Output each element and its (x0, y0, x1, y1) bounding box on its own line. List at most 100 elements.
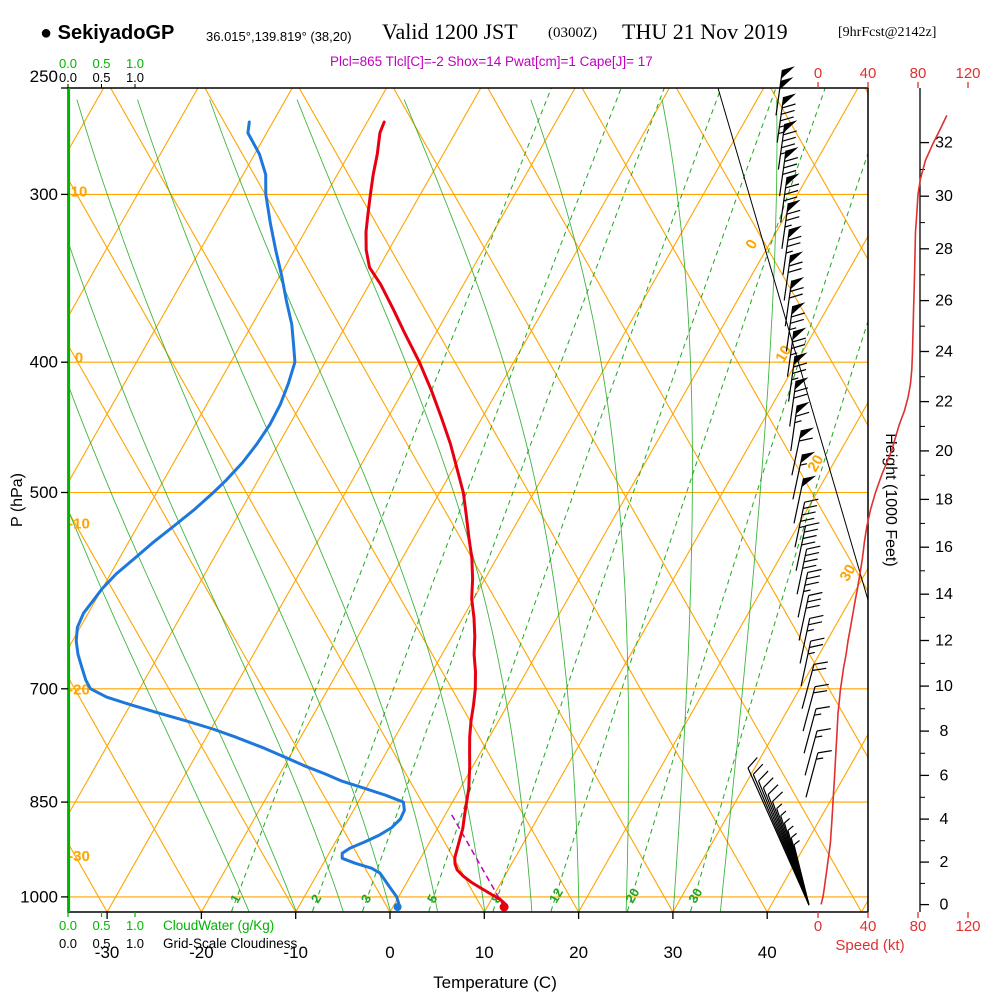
height-tick-label: 28 (935, 241, 953, 258)
wind-barb-feather (810, 637, 825, 642)
wind-barb-feather (809, 614, 824, 619)
height-tick-label: 6 (940, 767, 949, 784)
dry-adiabat-line (675, 88, 868, 427)
cloudiness-scale-bottom: 0.0 (59, 936, 77, 951)
wind-barb-feather (783, 163, 798, 169)
wind-barb-halffeather (793, 840, 800, 846)
wind-barb-feather (791, 343, 806, 350)
pressure-tick-label: 300 (30, 185, 58, 204)
height-tick-label: 16 (935, 539, 953, 556)
moist-adiabat-line (296, 99, 533, 912)
forecast-tag: [9hrFcst@2142z] (838, 25, 937, 40)
isotherm-line (483, 235, 868, 912)
wind-barb-feather (794, 387, 809, 393)
wind-barb-feather (805, 604, 820, 609)
wind-barb-staff (799, 618, 811, 664)
height-tick-label: 30 (935, 188, 953, 205)
wind-barb-feather (805, 522, 820, 527)
wind-barb-staff (793, 844, 810, 906)
cloudwater-scale-top: 0.0 (59, 56, 77, 71)
wind-barb-feather (793, 362, 808, 368)
wind-barb-halffeather (816, 757, 824, 760)
wind-barb-feather (784, 157, 799, 163)
mixing-ratio-label: 30 (685, 885, 705, 905)
moist-adiabat-line (209, 99, 486, 912)
wind-barb-pennant (800, 451, 816, 464)
speed-tick-label-bottom: 120 (955, 918, 980, 935)
wind-barb-feather (783, 196, 798, 202)
height-tick-label: 18 (935, 491, 953, 508)
wind-barb-feather (802, 564, 817, 569)
dry-adiabat-line (68, 676, 202, 912)
wind-barb-feather (772, 791, 784, 802)
speed-tick-label-bottom: 0 (814, 918, 822, 935)
pressure-tick-label: 400 (30, 353, 58, 372)
moist-adiabat-line (68, 508, 250, 912)
speed-tick-label-top: 0 (814, 65, 822, 82)
temperature-tick-label: 20 (569, 943, 588, 962)
wind-barb-feather (784, 189, 799, 195)
wind-barb-feather (791, 312, 805, 318)
wind-barb-staff (788, 356, 796, 402)
height-tick-label: 8 (940, 723, 949, 740)
dry-adiabat-line (298, 88, 768, 912)
cloudiness-scale-top: 0.5 (92, 70, 110, 85)
wind-barb-feather (786, 209, 801, 215)
wind-barb-pennant (793, 352, 808, 365)
cloudiness-scale-bottom: 1.0 (126, 936, 144, 951)
wind-barb-staff (785, 305, 794, 352)
wind-barb-feather (780, 116, 794, 122)
valid-time-utc: (0300Z) (548, 25, 598, 41)
mixing-ratio-label: 12 (546, 885, 566, 905)
wind-barb-feather (787, 267, 802, 273)
wind-barb-feather (804, 498, 819, 503)
dewpoint-curve (74, 120, 406, 906)
wind-barb-feather (781, 103, 796, 109)
wind-barb-staff (798, 595, 810, 641)
wind-barb-pennant (785, 173, 800, 186)
station-coords: 36.015°,139.819° (38,20) (206, 29, 352, 44)
dry-adiabat-line (487, 88, 868, 759)
height-tick-label: 32 (935, 135, 953, 152)
wind-barb-feather (782, 169, 797, 175)
wind-barb-halffeather (807, 651, 815, 655)
moist-adiabat-line (76, 99, 391, 912)
wind-barb-staff (776, 96, 785, 143)
moist-adiabat-line (137, 99, 438, 912)
mixing-ratio-label: 3 (358, 892, 375, 906)
wind-barb-halffeather (790, 352, 798, 356)
height-tick-label: 22 (935, 394, 953, 411)
wind-barb-pennant (779, 77, 794, 90)
isotherm-line (0, 88, 9, 912)
wind-barb-feather (762, 777, 774, 789)
wind-barb-halffeather (794, 420, 802, 424)
wind-barb-halffeather (785, 250, 793, 254)
height-tick-label: 0 (940, 897, 949, 914)
pressure-axis-title: P (hPa) (9, 473, 26, 527)
wind-barb-halffeather (784, 224, 792, 228)
wind-barb-feather (786, 242, 801, 248)
wind-barb-staff (795, 525, 807, 571)
cloudwater-caption: CloudWater (g/Kg) (163, 918, 274, 933)
wind-barb-feather (767, 784, 779, 796)
wind-barb-staff (786, 331, 795, 377)
wind-barb-feather (790, 287, 804, 293)
wind-barb-feather (800, 517, 815, 522)
wind-barb-feather (804, 581, 819, 586)
pressure-tick-label: 500 (30, 483, 58, 502)
wind-barb-feather (758, 770, 769, 782)
wind-barb-feather (815, 706, 830, 710)
mixing-ratio-line (626, 151, 868, 912)
dry-adiabat-line (68, 509, 297, 912)
wind-barb-pennant (792, 327, 807, 340)
height-tick-label: 26 (935, 293, 953, 310)
height-tick-label: 4 (940, 811, 949, 828)
height-tick-label: 12 (935, 633, 953, 650)
wind-barb-pennant (788, 225, 802, 239)
speed-tick-label-bottom: 80 (910, 918, 927, 935)
moist-adiabat-line (530, 99, 630, 912)
cloudiness-caption: Grid-Scale Cloudiness (163, 936, 298, 951)
isotherm-line (389, 88, 859, 912)
